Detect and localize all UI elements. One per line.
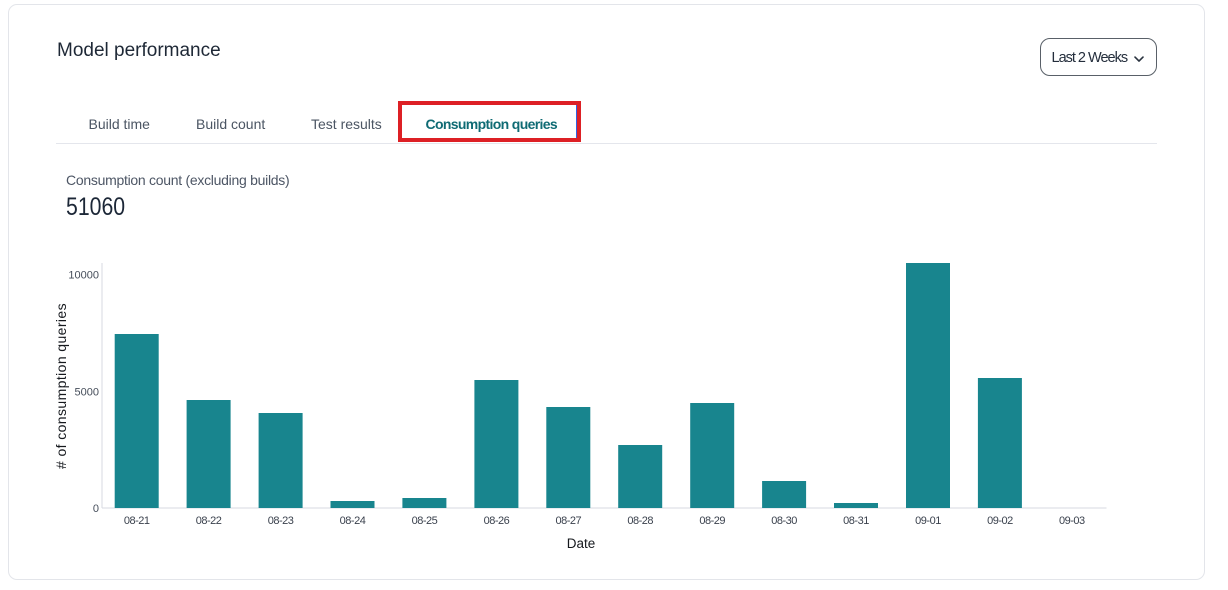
svg-text:08-30: 08-30 [771, 515, 797, 527]
svg-text:09-03: 09-03 [1059, 515, 1085, 527]
svg-text:0: 0 [93, 503, 99, 515]
svg-text:08-24: 08-24 [340, 515, 366, 527]
svg-text:10000: 10000 [68, 270, 99, 282]
svg-text:08-28: 08-28 [627, 515, 653, 527]
svg-text:08-27: 08-27 [555, 515, 581, 527]
svg-text:08-25: 08-25 [412, 515, 438, 527]
svg-text:Date: Date [567, 536, 596, 551]
svg-text:08-22: 08-22 [196, 515, 222, 527]
svg-text:5000: 5000 [75, 387, 99, 399]
svg-text:08-23: 08-23 [268, 515, 294, 527]
svg-text:08-26: 08-26 [484, 515, 510, 527]
svg-text:09-01: 09-01 [915, 515, 941, 527]
svg-text:08-31: 08-31 [843, 515, 869, 527]
svg-text:08-21: 08-21 [124, 515, 150, 527]
svg-text:08-29: 08-29 [699, 515, 725, 527]
svg-text:09-02: 09-02 [987, 515, 1013, 527]
svg-text:# of consumption queries: # of consumption queries [53, 303, 69, 469]
